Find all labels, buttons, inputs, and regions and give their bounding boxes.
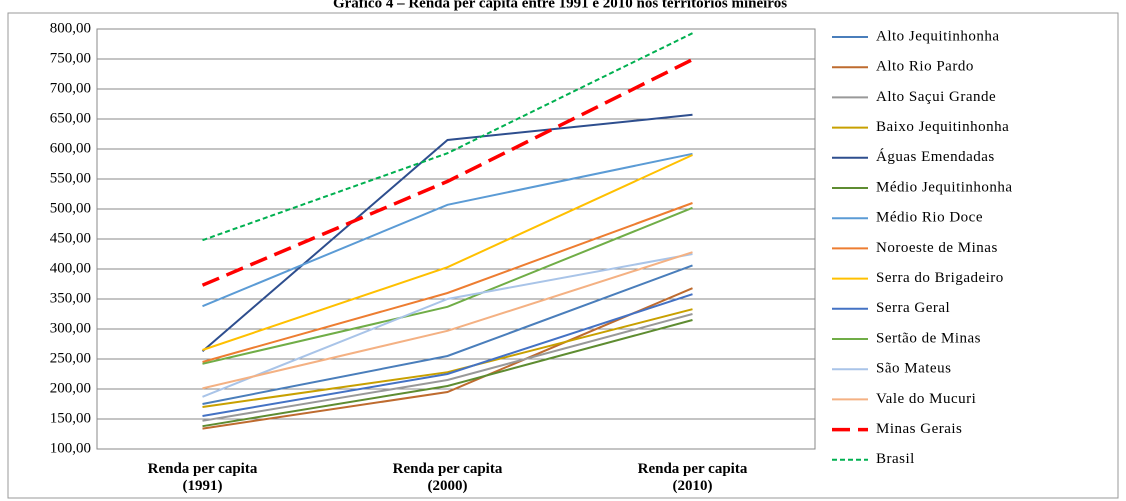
series-line (201, 113, 693, 352)
series-line (202, 251, 693, 390)
legend-label: Baixo Jequitinhonha (876, 119, 1009, 135)
chart-border (7, 12, 1119, 499)
x-tick-label: Renda per capita (1991) (147, 461, 258, 494)
series-line (202, 154, 693, 351)
y-tick-label: 250,00 (50, 350, 91, 366)
legend-label: Alto Rio Pardo (876, 59, 974, 75)
legend-label: Brasil (876, 451, 915, 467)
legend-label: Serra Geral (876, 300, 950, 316)
legend-label: Médio Jequitinhonha (876, 179, 1013, 195)
y-tick-label: 800,00 (50, 20, 91, 36)
series-line (202, 319, 693, 428)
legend-label: Alto Saçui Grande (876, 89, 996, 105)
legend-label: Noroeste de Minas (876, 240, 998, 256)
legend-label: Alto Jequitinhonha (876, 28, 1000, 44)
series-line (202, 308, 693, 408)
legend-label: Médio Rio Doce (876, 210, 983, 226)
series-line (201, 58, 694, 287)
series-line (202, 264, 693, 405)
series-line (202, 152, 693, 308)
y-tick-label: 450,00 (50, 230, 91, 246)
legend-label: São Mateus (876, 361, 951, 377)
plot-frame (96, 28, 816, 450)
y-tick-label: 700,00 (50, 80, 91, 96)
legend-label: Minas Gerais (876, 421, 962, 437)
series-line (202, 287, 693, 430)
chart-title: Gráfico 4 – Renda per capita entre 1991 … (333, 0, 787, 11)
series-line (202, 202, 693, 363)
legend-label: Vale do Mucuri (876, 391, 976, 407)
y-tick-label: 550,00 (50, 170, 91, 186)
legend-label: Sertão de Minas (876, 330, 981, 346)
x-tick-label: Renda per capita (2010) (637, 461, 748, 494)
y-tick-label: 600,00 (50, 140, 91, 156)
legend-label: Águas Emendadas (876, 148, 995, 165)
series-line (202, 293, 693, 417)
y-tick-label: 100,00 (50, 440, 91, 456)
y-tick-label: 200,00 (50, 380, 91, 396)
series-line (202, 253, 693, 398)
y-tick-label: 400,00 (50, 260, 91, 276)
y-tick-label: 150,00 (50, 410, 91, 426)
x-tick-label: Renda per capita (2000) (392, 461, 503, 494)
y-tick-label: 750,00 (50, 50, 91, 66)
y-tick-label: 350,00 (50, 290, 91, 306)
series-line (202, 313, 693, 422)
y-tick-label: 650,00 (50, 110, 91, 126)
y-tick-label: 300,00 (50, 320, 91, 336)
series-line (202, 206, 693, 365)
series-line (202, 32, 693, 242)
y-tick-label: 500,00 (50, 200, 91, 216)
legend-label: Serra do Brigadeiro (876, 270, 1004, 286)
